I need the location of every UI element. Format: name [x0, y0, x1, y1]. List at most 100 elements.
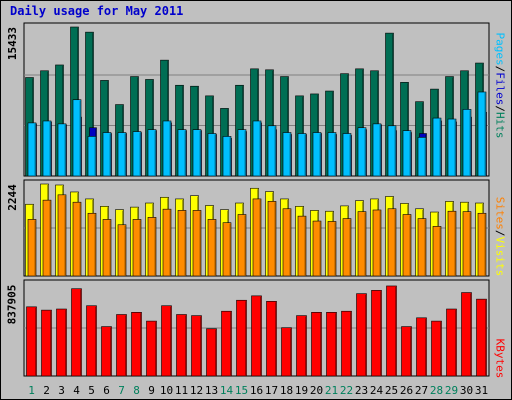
bar-sites [192, 210, 202, 277]
chart-title: Daily usage for May 2011 [10, 4, 184, 18]
bar-pages [162, 120, 172, 177]
bar-kbytes [356, 293, 367, 377]
bar-sites [462, 211, 472, 277]
x-tick-label: 17 [265, 384, 278, 397]
x-tick-label: 11 [175, 384, 188, 397]
x-tick-label: 26 [400, 384, 413, 397]
visitors-legend: Sites/Visits [493, 196, 506, 276]
bar-kbytes [461, 292, 472, 377]
legend-files: Files [493, 71, 507, 105]
bar-pages [57, 123, 67, 177]
bar-kbytes [101, 326, 112, 377]
bar-kbytes [56, 308, 67, 377]
bar-pages [417, 137, 427, 177]
bar-kbytes [326, 312, 337, 377]
legend-pages: Pages [493, 32, 507, 66]
bar-sites [177, 210, 187, 277]
bar-kbytes [371, 290, 382, 377]
bar-kbytes [146, 320, 157, 377]
bar-kbytes [161, 305, 172, 377]
bar-pages [207, 133, 217, 177]
bar-sites [42, 199, 52, 277]
bar-sites [447, 210, 457, 277]
legend-hits: Hits [493, 111, 507, 139]
bar-kbytes [131, 312, 142, 377]
bar-kbytes [386, 285, 397, 377]
bar-pages [312, 132, 322, 177]
bar-pages [357, 127, 367, 177]
x-tick-label: 16 [250, 384, 263, 397]
bar-kbytes [251, 295, 262, 377]
bar-sites [297, 215, 307, 277]
bar-kbytes [266, 301, 277, 377]
bar-pages [237, 129, 247, 177]
bar-pages [297, 133, 307, 177]
legend-kbytes: KBytes [493, 338, 507, 378]
bar-sites [372, 209, 382, 277]
bar-kbytes [221, 310, 232, 377]
bar-kbytes [86, 305, 97, 377]
bar-pages [387, 125, 397, 177]
bar-sites [222, 222, 232, 277]
x-tick-label: 14 [220, 384, 234, 397]
bar-sites [87, 212, 97, 277]
x-tick-label: 12 [190, 384, 203, 397]
bar-kbytes [446, 308, 457, 377]
bar-kbytes [416, 317, 427, 377]
x-tick-label: 24 [370, 384, 384, 397]
x-tick-label: 20 [310, 384, 323, 397]
bar-pages [72, 99, 82, 177]
bar-pages [192, 129, 202, 177]
bar-kbytes [176, 314, 187, 377]
bar-pages [117, 132, 127, 177]
bar-pages [42, 120, 52, 177]
bar-pages [462, 109, 472, 177]
x-tick-label: 2 [43, 384, 50, 397]
legend-sites: Sites [493, 196, 507, 230]
visitors-ymax-label: 2244 [5, 184, 19, 211]
bar-pages [27, 122, 37, 177]
bar-kbytes [401, 326, 412, 377]
bar-pages [327, 132, 337, 177]
bar-pages [372, 123, 382, 177]
bar-kbytes [71, 288, 82, 377]
x-tick-label: 10 [160, 384, 173, 397]
x-tick-label: 3 [58, 384, 65, 397]
bar-pages [432, 117, 442, 177]
bar-kbytes [431, 320, 442, 377]
legend-visits: Visits [493, 236, 507, 276]
x-tick-label: 23 [355, 384, 368, 397]
x-tick-label: 27 [415, 384, 428, 397]
bar-sites [162, 208, 172, 277]
x-tick-label: 19 [295, 384, 308, 397]
x-tick-label: 28 [430, 384, 443, 397]
bar-kbytes [206, 328, 217, 377]
bar-kbytes [191, 315, 202, 377]
traffic-legend: Pages/Files/Hits [494, 32, 507, 138]
bar-pages [402, 130, 412, 177]
bar-kbytes [311, 312, 322, 377]
bar-sites [267, 201, 277, 277]
bar-sites [102, 219, 112, 277]
bar-pages [342, 133, 352, 177]
traffic-ymax-label: 15433 [5, 26, 19, 61]
bar-pages [477, 91, 487, 177]
bar-kbytes [116, 314, 127, 377]
x-tick-label: 9 [148, 384, 155, 397]
bar-kbytes [26, 306, 37, 377]
bar-sites [207, 219, 217, 277]
x-tick-label: 29 [445, 384, 458, 397]
bar-pages [267, 125, 277, 177]
bar-sites [417, 218, 427, 277]
x-tick-label: 15 [235, 384, 248, 397]
x-tick-label: 5 [88, 384, 95, 397]
bar-pages [252, 120, 262, 177]
bar-kbytes [281, 327, 292, 377]
bar-sites [27, 219, 37, 277]
x-tick-label: 31 [475, 384, 488, 397]
x-tick-label: 1 [28, 384, 35, 397]
bar-sites [402, 214, 412, 277]
bar-sites [282, 208, 292, 277]
bar-kbytes [296, 315, 307, 377]
